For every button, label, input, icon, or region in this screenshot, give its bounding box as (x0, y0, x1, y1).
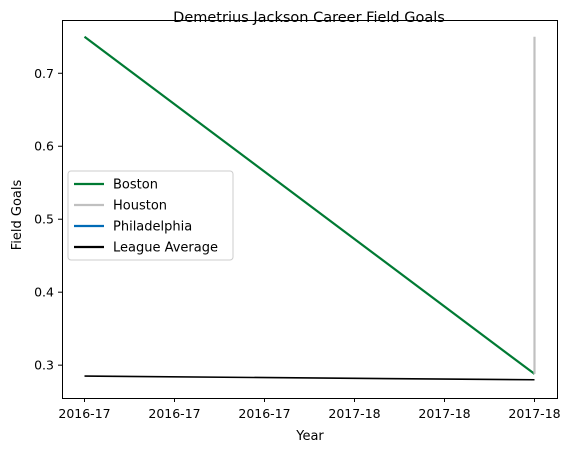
x-axis-label: Year (295, 429, 324, 444)
chart-title: Demetrius Jackson Career Field Goals (173, 10, 445, 26)
y-tick-label: 0.7 (34, 66, 54, 81)
x-tick-label: 2016-17 (148, 406, 200, 421)
x-tick-label: 2016-17 (238, 406, 290, 421)
legend-label: Boston (113, 178, 158, 193)
y-tick-label: 0.6 (34, 139, 54, 154)
plot-frame (62, 20, 558, 399)
y-tick-label: 0.5 (34, 212, 54, 227)
legend-label: League Average (113, 241, 218, 256)
legend-label: Houston (113, 199, 167, 214)
y-tick-label: 0.4 (34, 285, 54, 300)
y-axis: 0.3 0.4 0.5 0.6 0.7 (34, 66, 62, 373)
legend-box (67, 170, 234, 261)
series-line-boston (83, 35, 536, 375)
y-axis-label: Field Goals (10, 180, 25, 251)
x-tick-label: 2016-17 (58, 406, 110, 421)
legend: Boston Houston Philadelphia League Average (67, 170, 234, 261)
x-tick-label: 2017-18 (418, 406, 470, 421)
plot-lines (83, 35, 536, 381)
series-line-league-average (84, 375, 535, 381)
x-tick-label: 2017-18 (328, 406, 380, 421)
legend-label: Philadelphia (113, 220, 192, 235)
x-tick-label: 2017-18 (508, 406, 560, 421)
x-axis: 2016-17 2016-17 2016-17 2017-18 2017-18 2017-… (58, 398, 561, 421)
y-tick-label: 0.3 (34, 358, 54, 373)
